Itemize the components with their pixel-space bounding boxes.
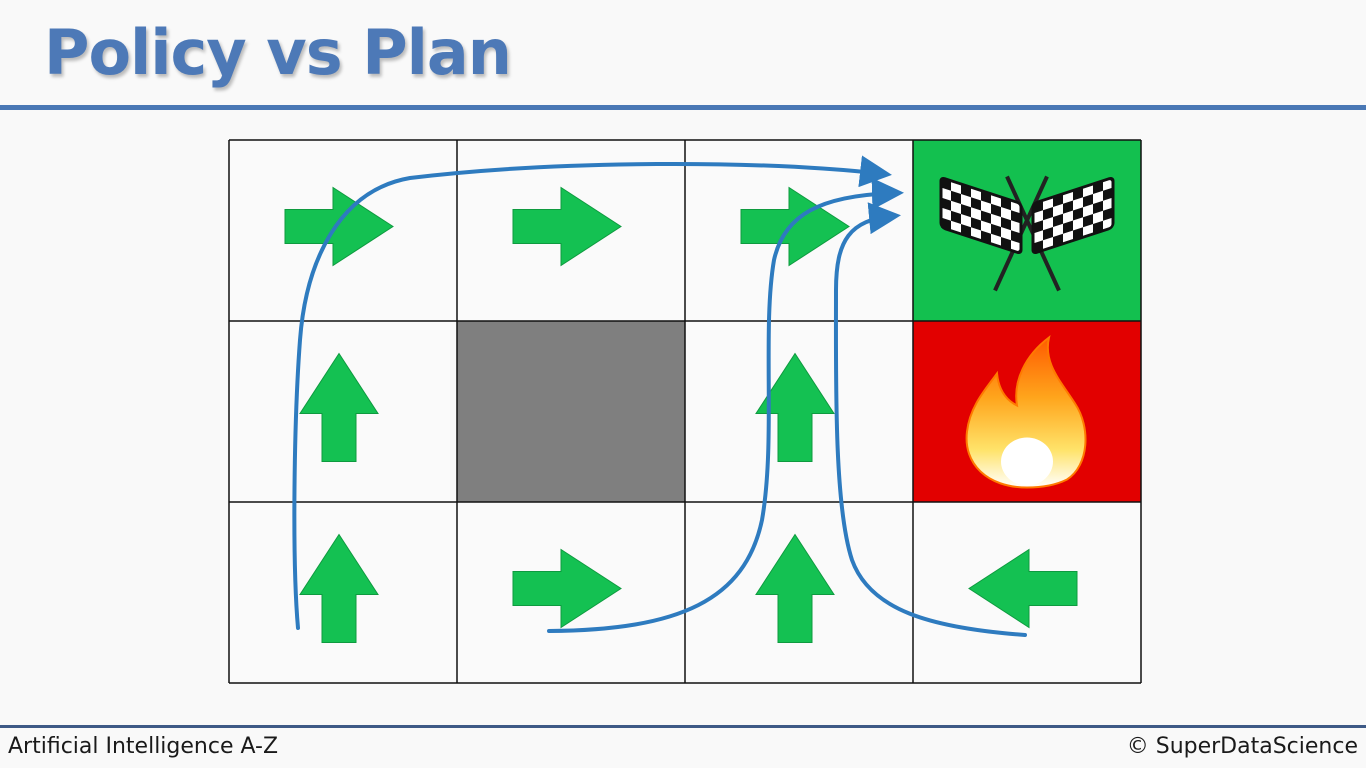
plan-path-3: [833, 202, 1027, 637]
arrow-right-icon: [512, 548, 622, 629]
fire-icon: [965, 335, 1087, 489]
copyright: © SuperDataScience: [1126, 734, 1358, 759]
arrow-up-icon: [755, 352, 835, 462]
arrow-right-icon: [740, 186, 850, 267]
plan-path-1: [292, 155, 892, 630]
footer-divider: [0, 725, 1366, 728]
course-name: Artificial Intelligence A-Z: [8, 734, 279, 759]
arrow-up-icon: [299, 533, 379, 643]
grid-cell-r1c1-wall: [457, 321, 685, 502]
arrow-right-icon: [284, 186, 394, 267]
arrow-left-icon: [968, 548, 1078, 629]
checkered-flags-icon: [939, 175, 1115, 292]
plan-path-2: [547, 177, 904, 633]
title-divider: [0, 105, 1366, 110]
arrow-up-icon: [755, 533, 835, 643]
arrow-up-icon: [299, 352, 379, 462]
arrow-right-icon: [512, 186, 622, 267]
slide-title: Policy vs Plan: [44, 16, 512, 89]
